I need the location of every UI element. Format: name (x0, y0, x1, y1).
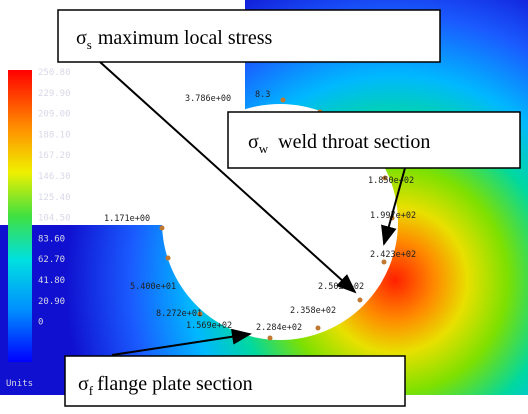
label: maximum local stress (98, 27, 273, 49)
figure: 250.80 229.90 209.00 188.10 167.20 146.30 125.… (0, 0, 528, 414)
node-dot (316, 326, 321, 331)
node-label: 3.786e+00 (185, 94, 231, 104)
callout: σs maximum local stress (58, 10, 440, 62)
symbol: σ (248, 131, 259, 153)
subscript: w (259, 141, 269, 156)
node-label: 1.171e+00 (104, 214, 150, 224)
node-label: 5.400e+01 (130, 282, 176, 292)
node-label: 2.502e+02 (318, 282, 364, 292)
legend-label: 125.40 (38, 193, 71, 203)
node-label: 8.3 (255, 90, 270, 100)
node-label: 2.423e+02 (370, 250, 416, 260)
node-dot (281, 98, 286, 103)
subscript: f (89, 383, 94, 398)
legend-label: 229.90 (38, 89, 71, 99)
callout: σw weld throat section (228, 112, 520, 168)
color-bar (8, 70, 32, 362)
label: weld throat section (278, 131, 430, 153)
node-label: 1.569e+02 (186, 321, 232, 331)
legend-label: 104.50 (38, 214, 71, 224)
node-dot (160, 226, 165, 231)
legend-label: 250.80 (38, 68, 71, 78)
symbol: σ (76, 27, 87, 49)
legend-label: 146.30 (38, 172, 71, 182)
legend-label: 41.80 (38, 276, 65, 286)
legend-label: 62.70 (38, 255, 65, 265)
subscript: s (87, 37, 92, 52)
legend-units: Units (6, 379, 33, 389)
legend-label: 83.60 (38, 234, 65, 244)
node-dot (358, 298, 363, 303)
node-label: 1.850e+02 (368, 176, 414, 186)
node-label: 2.358e+02 (290, 306, 336, 316)
node-dot (382, 260, 387, 265)
node-label: 8.272e+01 (156, 309, 202, 319)
legend-label: 188.10 (38, 130, 71, 140)
legend-label: 209.00 (38, 110, 71, 120)
node-label: 2.284e+02 (256, 323, 302, 333)
callout-text: σs maximum local stress (76, 27, 272, 52)
legend-label: 20.90 (38, 297, 65, 307)
label: flange plate section (97, 373, 253, 395)
legend-label: 0 (38, 318, 43, 328)
node-dot (166, 256, 171, 261)
node-dot (268, 336, 273, 341)
symbol: σ (78, 373, 89, 395)
legend-label: 167.20 (38, 151, 71, 161)
